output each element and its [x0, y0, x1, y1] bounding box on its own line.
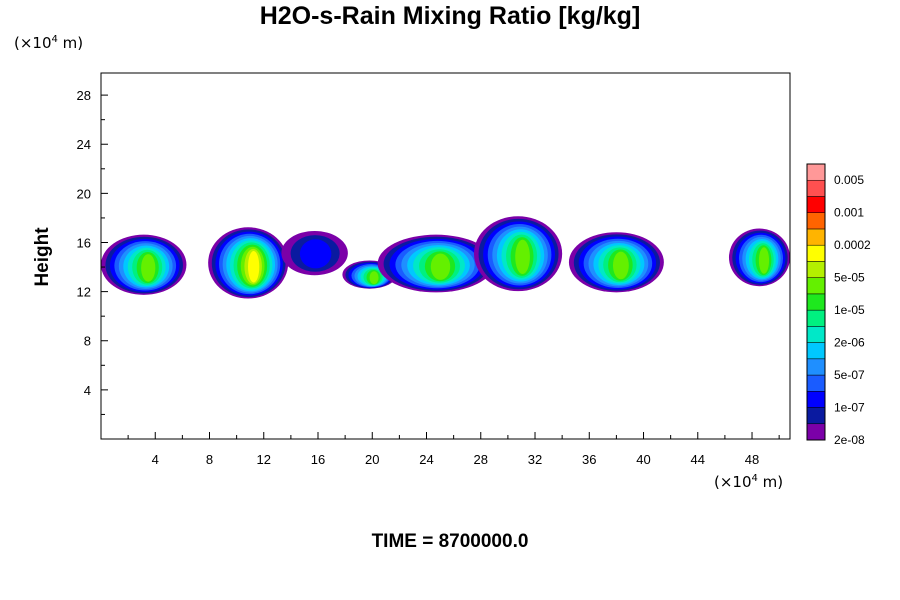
x-tick-label-6: 28	[474, 452, 488, 467]
plot-frame	[100, 72, 791, 440]
cell-5	[377, 234, 495, 293]
colorbar-swatch-0	[806, 423, 826, 441]
cell-1-level-9	[141, 254, 156, 282]
colorbar-label-1: 0.001	[834, 206, 864, 220]
x-tick-label-1: 8	[206, 452, 213, 467]
colorbar-frame	[806, 163, 826, 441]
x-tick-label-5: 24	[419, 452, 433, 467]
cell-6	[473, 216, 563, 292]
colorbar-swatch-9	[806, 277, 826, 295]
x-tick-label-4: 20	[365, 452, 379, 467]
cell-7	[568, 232, 664, 293]
time-label: TIME = 8700000.0	[371, 531, 529, 552]
colorbar-swatch-1	[806, 407, 826, 425]
cell-8	[728, 228, 790, 287]
x-tick-label-0: 4	[152, 452, 159, 467]
colorbar-swatch-14	[806, 196, 826, 213]
colorbar-swatch-15	[806, 179, 826, 197]
colorbar-label-2: 0.0002	[834, 238, 871, 252]
x-tick-label-11: 48	[745, 452, 759, 467]
colorbar-swatch-6	[806, 326, 826, 343]
colorbar-swatch-3	[806, 374, 826, 392]
colorbar-label-8: 2e-08	[834, 433, 865, 447]
x-tick-label-7: 32	[528, 452, 542, 467]
cell-8-level-9	[758, 247, 770, 274]
cell-3	[281, 230, 348, 276]
x-tick-label-10: 44	[691, 452, 705, 467]
colorbar-swatch-11	[806, 244, 826, 262]
colorbar-swatch-2	[806, 391, 826, 408]
cell-5-level-9	[430, 253, 451, 280]
colorbar-swatch-13	[806, 212, 826, 230]
cell-6-level-9	[515, 239, 530, 275]
precip-cells	[101, 216, 790, 299]
cell-7-level-9	[612, 251, 629, 280]
colorbar-label-0: 0.005	[834, 173, 864, 187]
colorbar-swatch-8	[806, 293, 826, 311]
colorbar: 0.005 0.001 0.0002 5e-05 1e-05 2e-06 5e-07 1e-0…	[806, 163, 871, 447]
colorbar-label-4: 1e-05	[834, 303, 865, 317]
y-tick-label-6: 28	[77, 88, 91, 103]
x-tick-label-9: 40	[636, 452, 650, 467]
cell-1	[101, 234, 187, 295]
colorbar-swatch-16	[806, 163, 826, 181]
colorbar-label-7: 1e-07	[834, 401, 865, 415]
y-tick-label-5: 24	[77, 137, 91, 152]
cell-2	[208, 227, 289, 299]
x-tick-label-3: 16	[311, 452, 325, 467]
y-tick-label-3: 16	[77, 235, 91, 250]
colorbar-swatch-7	[806, 309, 826, 327]
colorbar-swatch-5	[806, 342, 826, 360]
colorbar-label-6: 5e-07	[834, 368, 865, 382]
colorbar-swatch-10	[806, 261, 826, 278]
cell-2-level-11	[248, 251, 260, 283]
colorbar-swatch-12	[806, 228, 826, 246]
x-tick-label-8: 36	[582, 452, 596, 467]
colorbar-label-3: 5e-05	[834, 271, 865, 285]
colorbar-label-5: 2e-06	[834, 336, 865, 350]
cell-4-level-9	[369, 271, 379, 285]
y-axis-unit: (×104 m)	[14, 34, 84, 52]
y-tick-label-2: 12	[77, 285, 91, 300]
cell-3-level-2	[299, 239, 332, 269]
x-tick-label-2: 12	[257, 452, 271, 467]
chart-title: H2O-s-Rain Mixing Ratio [kg/kg]	[259, 2, 641, 30]
y-tick-label-4: 20	[77, 186, 91, 201]
x-axis-unit: (×104 m)	[714, 473, 784, 491]
y-tick-label-1: 8	[84, 334, 91, 349]
colorbar-swatch-4	[806, 358, 826, 376]
y-tick-label-0: 4	[84, 383, 91, 398]
